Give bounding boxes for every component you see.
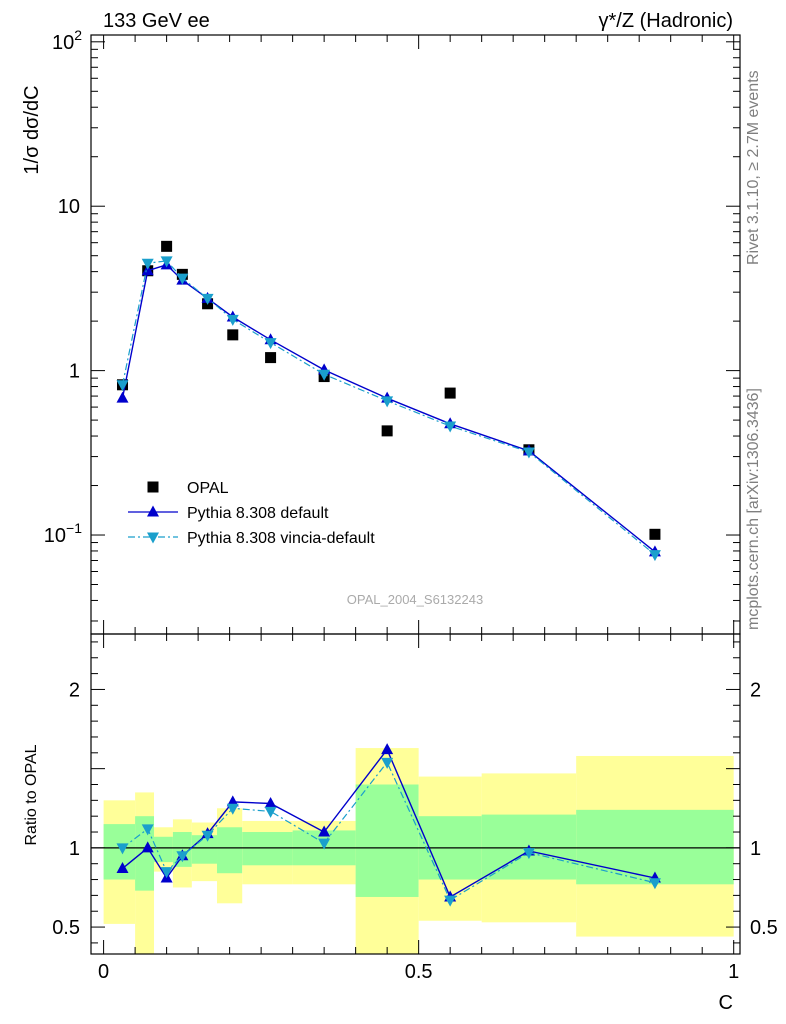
point-pythia-8-308-vincia-default bbox=[522, 447, 535, 459]
x-tick-label: 1 bbox=[728, 961, 739, 983]
ratio-point-pythia-8-308-default bbox=[226, 795, 239, 807]
point-opal bbox=[161, 240, 173, 252]
point-pythia-8-308-vincia-default bbox=[176, 273, 189, 285]
x-tick-label: 0.5 bbox=[405, 961, 433, 983]
ratio-point-pythia-8-308-vincia-default bbox=[381, 757, 394, 769]
ratio-point-pythia-8-308-vincia-default bbox=[648, 878, 661, 890]
ratio-plot-panel: 0.5 0.5 1 1 2 2 0 0.5 1 Ratio to OPAL C bbox=[23, 633, 778, 1014]
legend-marker bbox=[147, 505, 159, 517]
legend-label: Pythia 8.308 default bbox=[187, 505, 329, 522]
point-pythia-8-308-vincia-default bbox=[160, 256, 173, 268]
x-axis-label: C bbox=[719, 992, 733, 1014]
uncertainty-band-inner bbox=[355, 784, 419, 897]
ratio-y-tick-label: 2 bbox=[69, 679, 80, 701]
main-y-axis-label: 1/σ dσ/dC bbox=[21, 85, 43, 174]
uncertainty-band-inner bbox=[217, 827, 243, 874]
ratio-y-tick-label-right: 2 bbox=[750, 679, 761, 701]
point-pythia-8-308-default bbox=[141, 264, 154, 276]
legend-marker bbox=[147, 481, 159, 493]
ratio-point-pythia-8-308-vincia-default bbox=[176, 851, 189, 863]
ratio-y-tick-label: 1 bbox=[69, 838, 80, 860]
point-opal bbox=[227, 329, 239, 341]
y-tick-label: 1 bbox=[69, 361, 80, 383]
mcplots-credit-label: mcplots.cern.ch [arXiv:1306.3436] bbox=[745, 388, 762, 630]
ratio-point-pythia-8-308-default bbox=[141, 841, 154, 853]
header-right: γ*/Z (Hadronic) bbox=[599, 10, 733, 32]
point-pythia-8-308-vincia-default bbox=[648, 550, 661, 562]
legend-label: Pythia 8.308 vincia-default bbox=[187, 530, 375, 547]
ratio-line-pythia-8-308-default bbox=[122, 748, 656, 899]
ratio-point-pythia-8-308-vincia-default bbox=[444, 895, 457, 907]
y-tick-label: 102 bbox=[52, 27, 82, 54]
ratio-point-pythia-8-308-vincia-default bbox=[141, 824, 154, 836]
ratio-point-pythia-8-308-vincia-default bbox=[116, 843, 129, 855]
ratio-point-pythia-8-308-default bbox=[264, 797, 277, 809]
point-pythia-8-308-vincia-default bbox=[141, 258, 154, 270]
ratio-point-pythia-8-308-vincia-default bbox=[318, 838, 331, 850]
y-tick-label: 10 bbox=[58, 196, 80, 218]
ratio-point-pythia-8-308-vincia-default bbox=[522, 848, 535, 860]
ratio-point-pythia-8-308-default bbox=[116, 861, 129, 873]
ratio-point-pythia-8-308-vincia-default bbox=[264, 806, 277, 818]
ratio-y-tick-label-right: 1 bbox=[750, 838, 761, 860]
point-opal bbox=[444, 387, 456, 399]
ratio-point-pythia-8-308-vincia-default bbox=[201, 830, 214, 842]
rivet-version-label: Rivet 3.1.10, ≥ 2.7M events bbox=[745, 70, 762, 265]
point-pythia-8-308-vincia-default bbox=[116, 380, 129, 392]
point-pythia-8-308-vincia-default bbox=[318, 369, 331, 381]
point-pythia-8-308-vincia-default bbox=[444, 421, 457, 433]
legend-label: OPAL bbox=[187, 480, 229, 497]
uncertainty-band-inner bbox=[191, 835, 218, 864]
uncertainty-band-inner bbox=[154, 836, 173, 863]
header-left: 133 GeV ee bbox=[103, 10, 210, 32]
ratio-y-tick-label: 0.5 bbox=[52, 917, 80, 939]
point-pythia-8-308-vincia-default bbox=[381, 396, 394, 408]
uncertainty-band-inner bbox=[242, 832, 293, 866]
legend-marker bbox=[147, 532, 159, 544]
legend: OPAL Pythia 8.308 default Pythia 8.308 vin… bbox=[128, 480, 375, 547]
point-pythia-8-308-default bbox=[116, 391, 129, 403]
y-tick-label: 10−1 bbox=[44, 520, 82, 547]
ratio-frame bbox=[90, 633, 741, 955]
main-plot-panel: OPAL_2004_S6132243 OPAL Pythia 8.308 defa… bbox=[21, 27, 741, 635]
point-pythia-8-308-vincia-default bbox=[226, 314, 239, 326]
x-tick-label: 0 bbox=[98, 961, 109, 983]
ratio-point-pythia-8-308-vincia-default bbox=[226, 803, 239, 815]
ratio-point-pythia-8-308-vincia-default bbox=[160, 867, 173, 879]
ratio-point-pythia-8-308-default bbox=[318, 825, 331, 837]
point-opal bbox=[265, 352, 277, 364]
ratio-y-tick-label-right: 0.5 bbox=[750, 917, 778, 939]
point-opal bbox=[649, 528, 661, 540]
point-pythia-8-308-vincia-default bbox=[264, 338, 277, 350]
ratio-line-pythia-8-308-vincia-default bbox=[122, 761, 656, 901]
point-opal bbox=[381, 425, 393, 437]
ratio-point-pythia-8-308-default bbox=[381, 743, 394, 755]
point-pythia-8-308-vincia-default bbox=[201, 293, 214, 305]
ratio-y-axis-label: Ratio to OPAL bbox=[23, 744, 40, 845]
watermark-label: OPAL_2004_S6132243 bbox=[347, 592, 483, 607]
